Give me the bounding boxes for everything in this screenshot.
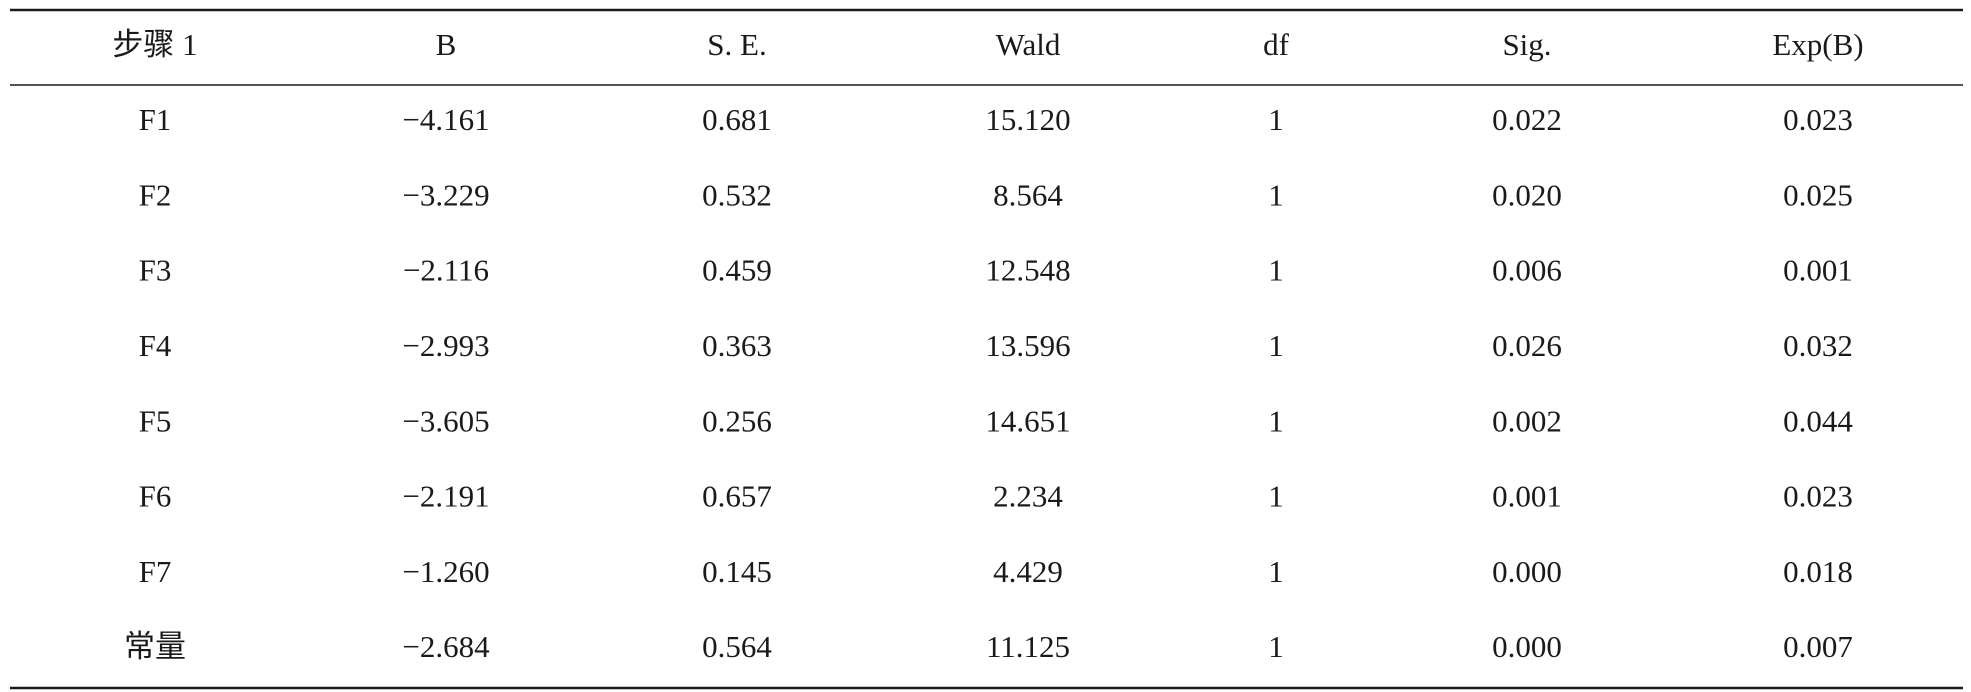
header-cell: Wald [996,27,1061,62]
cell: −4.161 [402,102,489,137]
cell: 0.001 [1783,253,1853,288]
cell: 1 [1268,554,1284,589]
cell: 1 [1268,102,1284,137]
cell: 1 [1268,328,1284,363]
header-cell: Sig. [1502,27,1551,62]
cell: −3.605 [402,403,489,438]
cell: 0.363 [702,328,772,363]
cell: 13.596 [985,328,1070,363]
cell: −1.260 [402,554,489,589]
cell: 2.234 [993,479,1063,514]
cell: F3 [139,253,172,288]
cell: 0.044 [1783,403,1853,438]
cell: 0.025 [1783,177,1853,212]
header-cell: B [436,27,457,62]
cell: 1 [1268,629,1284,664]
cell: F7 [139,554,172,589]
cell: F2 [139,177,172,212]
cell: 12.548 [985,253,1070,288]
cell: 常量 [124,629,186,664]
cell: 0.256 [702,403,772,438]
cell: −2.116 [403,253,489,288]
header-cell: Exp(B) [1772,27,1863,62]
cell: 4.429 [993,554,1063,589]
cell: F1 [139,102,172,137]
cell: 0.459 [702,253,772,288]
cell: 0.564 [702,629,772,664]
cell: 15.120 [985,102,1070,137]
cell: 0.006 [1492,253,1562,288]
cell: 0.681 [702,102,772,137]
cell: 0.007 [1783,629,1853,664]
cell: 0.022 [1492,102,1562,137]
header-cell: 步骤 1 [112,27,197,62]
cell: −3.229 [402,177,489,212]
cell: 0.657 [702,479,772,514]
cell: 1 [1268,253,1284,288]
cell: 14.651 [985,403,1070,438]
cell: 0.026 [1492,328,1562,363]
cell: F4 [139,328,172,363]
cell: 0.532 [702,177,772,212]
cell: 0.032 [1783,328,1853,363]
cell: F6 [139,479,172,514]
cell: 0.000 [1492,629,1562,664]
cell: F5 [139,403,172,438]
cell: 1 [1268,403,1284,438]
cell: 8.564 [993,177,1063,212]
cell: 0.000 [1492,554,1562,589]
cell: 0.023 [1783,479,1853,514]
cell: −2.993 [402,328,489,363]
cell: 0.001 [1492,479,1562,514]
cell: 0.018 [1783,554,1853,589]
header-cell: S. E. [707,27,766,62]
cell: 0.002 [1492,403,1562,438]
cell: −2.684 [402,629,490,664]
cell: 1 [1268,177,1284,212]
cell: 0.020 [1492,177,1562,212]
cell: 11.125 [986,629,1070,664]
cell: −2.191 [402,479,489,514]
cell: 0.145 [702,554,772,589]
header-cell: df [1263,27,1290,62]
cell: 0.023 [1783,102,1853,137]
cell: 1 [1268,479,1284,514]
